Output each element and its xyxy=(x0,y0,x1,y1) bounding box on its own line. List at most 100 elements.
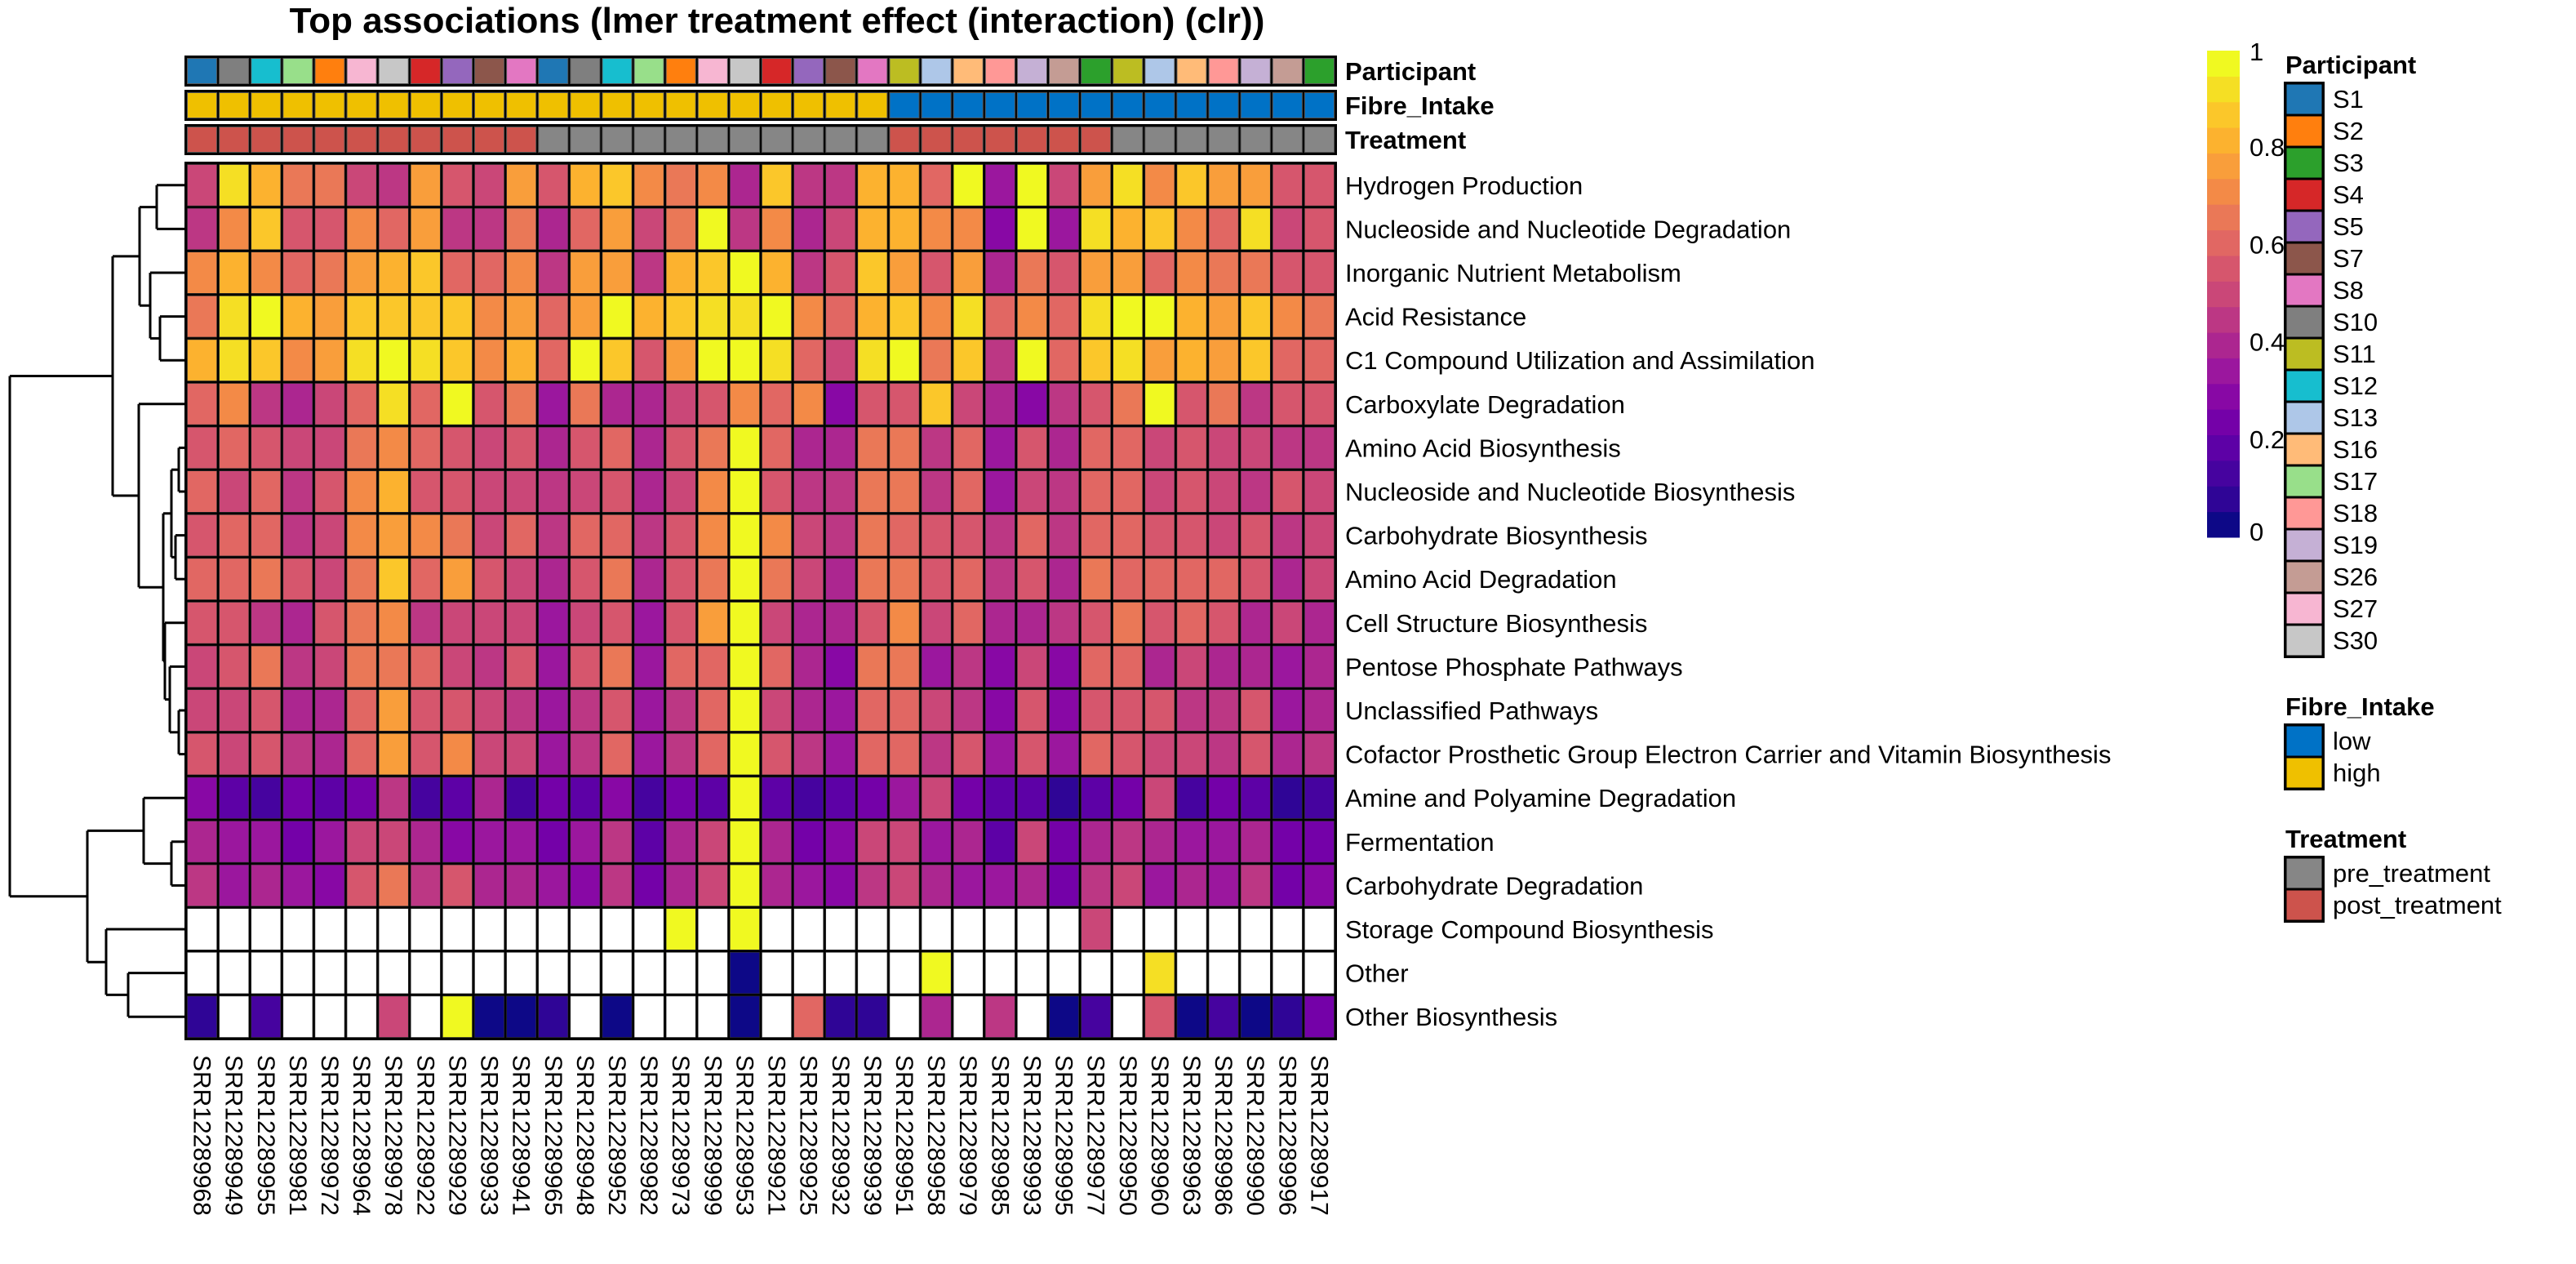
annotation-cell xyxy=(1016,58,1048,84)
column-label: SRR12289968 xyxy=(189,1055,215,1216)
heatmap-cell xyxy=(793,864,824,906)
annotation-label: Treatment xyxy=(1345,126,1466,154)
heatmap-cell xyxy=(633,295,664,338)
legend-entry-label: S19 xyxy=(2333,531,2378,559)
heatmap-cell xyxy=(889,339,920,381)
heatmap-cell xyxy=(219,995,250,1038)
heatmap-cell xyxy=(1017,821,1047,863)
heatmap-cell xyxy=(474,777,504,819)
heatmap-cell xyxy=(314,995,345,1038)
heatmap-cell xyxy=(1081,207,1112,251)
legend-swatch xyxy=(2286,562,2322,592)
heatmap-cell xyxy=(1081,426,1112,469)
heatmap-cell xyxy=(857,995,888,1038)
heatmap-cell xyxy=(1049,689,1079,732)
heatmap-cells xyxy=(184,162,1337,1040)
heatmap-cell xyxy=(474,558,504,600)
column-label: SRR12289953 xyxy=(731,1055,757,1216)
heatmap-cell xyxy=(857,383,888,425)
heatmap-cell xyxy=(1304,164,1335,207)
heatmap-cell xyxy=(314,558,345,600)
annotation-cell xyxy=(633,58,664,84)
heatmap-cell xyxy=(984,689,1015,732)
heatmap-cell xyxy=(219,732,250,776)
heatmap-cell xyxy=(984,558,1015,600)
heatmap-cell xyxy=(219,952,250,995)
legend-entry-label: S13 xyxy=(2333,403,2378,432)
heatmap-cell xyxy=(1049,251,1079,294)
heatmap-cell xyxy=(314,602,345,644)
colorbar-tick-label: 0.2 xyxy=(2250,425,2285,454)
heatmap-cell xyxy=(921,514,952,557)
heatmap-cell xyxy=(762,426,792,469)
heatmap-cell xyxy=(506,995,537,1038)
annotation-cell xyxy=(474,127,505,153)
heatmap-cell xyxy=(378,514,409,557)
heatmap-cell xyxy=(474,689,504,732)
heatmap-cell xyxy=(953,558,984,600)
heatmap-cell xyxy=(762,514,792,557)
legend-entry-label: S18 xyxy=(2333,499,2378,527)
annotation-cell xyxy=(538,58,569,84)
heatmap-cell xyxy=(697,383,728,425)
heatmap-cell xyxy=(665,732,696,776)
heatmap-cell xyxy=(921,689,952,732)
column-label: SRR12289939 xyxy=(859,1055,886,1216)
heatmap-cell xyxy=(1208,995,1239,1038)
heatmap-cell xyxy=(825,908,856,950)
heatmap-cell xyxy=(665,908,696,950)
heatmap-cell xyxy=(314,908,345,950)
heatmap-cell xyxy=(1017,777,1047,819)
heatmap-cell xyxy=(762,908,792,950)
heatmap-cell xyxy=(762,383,792,425)
heatmap-cell xyxy=(793,383,824,425)
heatmap-cell xyxy=(410,821,441,863)
heatmap-cell xyxy=(1272,207,1303,251)
heatmap-cell xyxy=(1208,426,1239,469)
heatmap-cell xyxy=(1081,339,1112,381)
heatmap-cell xyxy=(187,952,217,995)
legend-swatch xyxy=(2286,726,2322,756)
heatmap-cell xyxy=(984,164,1015,207)
heatmap-cell xyxy=(1272,426,1303,469)
heatmap-cell xyxy=(251,558,282,600)
colorbar-bin xyxy=(2207,306,2240,333)
heatmap-cell xyxy=(570,164,601,207)
heatmap-cell xyxy=(633,164,664,207)
heatmap-cell xyxy=(1208,689,1239,732)
heatmap-cell xyxy=(1272,383,1303,425)
heatmap-cell xyxy=(793,426,824,469)
heatmap-cell xyxy=(410,426,441,469)
heatmap-cell xyxy=(762,470,792,513)
heatmap-cell xyxy=(921,426,952,469)
heatmap-cell xyxy=(633,251,664,294)
heatmap-cell xyxy=(570,251,601,294)
annotation-cell xyxy=(282,58,313,84)
heatmap-cell xyxy=(1304,645,1335,688)
heatmap-cell xyxy=(538,732,569,776)
annotation-cell xyxy=(282,127,313,153)
heatmap-cell xyxy=(665,470,696,513)
annotation-cell xyxy=(984,92,1015,118)
heatmap-cell xyxy=(570,558,601,600)
heatmap-cell xyxy=(1304,383,1335,425)
heatmap-cell xyxy=(570,339,601,381)
annotation-cell xyxy=(251,58,282,84)
heatmap-cell xyxy=(442,339,473,381)
heatmap-cell xyxy=(889,295,920,338)
annotation-cell xyxy=(538,127,569,153)
annotation-cell xyxy=(921,127,952,153)
column-label: SRR12289978 xyxy=(380,1055,406,1216)
annotation-cell xyxy=(1081,92,1112,118)
heatmap-cell xyxy=(378,777,409,819)
column-label: SRR12289996 xyxy=(1273,1055,1300,1216)
column-label: SRR12289950 xyxy=(1114,1055,1141,1216)
heatmap-cell xyxy=(314,470,345,513)
annotation-cell xyxy=(1016,127,1048,153)
heatmap-cell xyxy=(282,514,313,557)
annotation-cell xyxy=(889,127,920,153)
heatmap-cell xyxy=(378,470,409,513)
heatmap-cell xyxy=(857,251,888,294)
row-label: Storage Compound Biosynthesis xyxy=(1345,915,1713,944)
heatmap-cell xyxy=(378,295,409,338)
